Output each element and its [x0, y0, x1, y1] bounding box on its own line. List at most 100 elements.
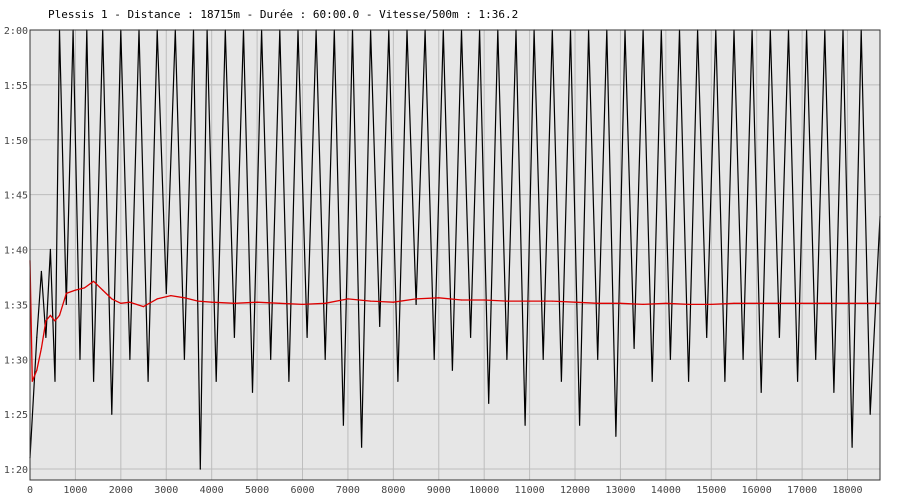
x-tick-label: 12000 [560, 485, 590, 496]
pace-point [633, 347, 635, 349]
series-layer [29, 29, 881, 470]
average-point [183, 297, 185, 299]
pace-point [688, 380, 690, 382]
x-tick-label: 8000 [381, 485, 405, 496]
x-tick-label: 15000 [696, 485, 726, 496]
pace-point [49, 248, 52, 251]
average-point [529, 300, 531, 302]
average-point [211, 301, 213, 303]
average-point [710, 303, 712, 305]
average-point [483, 299, 485, 301]
pace-point [579, 424, 581, 426]
pace-point [742, 358, 744, 360]
average-point [279, 302, 281, 304]
y-tick-label: 2:00 [4, 26, 28, 37]
pace-point [778, 336, 781, 338]
average-point [619, 302, 622, 304]
pace-point [36, 336, 38, 338]
x-tick-label: 14000 [651, 485, 681, 496]
average-point [36, 369, 38, 371]
average-point [597, 302, 599, 304]
pace-point [669, 358, 672, 360]
pace-point [833, 391, 835, 393]
average-point [370, 300, 372, 302]
x-tick-label: 3000 [154, 485, 178, 496]
average-point [54, 320, 56, 322]
average-point [93, 280, 95, 282]
pace-point [165, 292, 167, 294]
average-point [256, 301, 258, 303]
pace-point [651, 380, 653, 382]
average-point [120, 302, 122, 304]
tick-labels: 0 1000 2000 3000 4000 5000 6000 7000 8000 9000 100… [4, 26, 863, 496]
average-point [846, 302, 849, 304]
pace-point [542, 358, 544, 360]
pace-point [111, 413, 113, 415]
average-point [111, 298, 113, 300]
x-tick-label: 0 [27, 485, 33, 496]
x-tick-label: 16000 [742, 485, 772, 496]
average-point [460, 299, 463, 301]
y-tick-label: 1:55 [4, 81, 28, 92]
average-point [102, 289, 104, 291]
average-point [824, 302, 826, 304]
x-tick-label: 5000 [245, 485, 269, 496]
plot-frame [29, 29, 881, 481]
pace-point [560, 380, 563, 382]
pace-point [183, 358, 185, 360]
pace-point [506, 358, 508, 360]
pace-point [815, 358, 817, 360]
x-tick-label: 2000 [109, 485, 133, 496]
pace-point [597, 358, 599, 360]
pace-point [451, 369, 453, 371]
pace-point [324, 358, 326, 360]
average-series [29, 259, 881, 382]
average-point [40, 347, 43, 349]
pace-point [288, 380, 290, 382]
average-point [688, 303, 690, 305]
pace-point [342, 424, 344, 426]
pace-point [45, 336, 47, 338]
average-point [58, 314, 61, 316]
average-point [156, 298, 158, 300]
average-point [756, 302, 758, 304]
pace-point [397, 380, 399, 382]
pace-point [215, 380, 217, 382]
pace-point [470, 336, 472, 338]
average-point [31, 380, 33, 382]
average-point [74, 289, 76, 291]
average-point [65, 292, 67, 294]
pace-point [147, 380, 149, 382]
average-point [733, 302, 735, 304]
y-tick-label: 1:40 [4, 246, 28, 257]
average-point [574, 301, 576, 303]
pace-point [251, 391, 254, 393]
x-tick-label: 9000 [427, 485, 451, 496]
pace-point [433, 358, 435, 360]
pace-point [488, 402, 490, 404]
pace-point [869, 413, 871, 415]
x-tick-label: 11000 [515, 485, 545, 496]
pace-point [54, 380, 56, 382]
pace-point [706, 336, 708, 338]
pace-point [724, 380, 726, 382]
average-point [506, 300, 508, 302]
x-tick-label: 10000 [469, 485, 499, 496]
y-tick-label: 1:35 [4, 300, 28, 311]
pace-point [760, 391, 762, 393]
average-point [197, 300, 199, 302]
average-point [438, 297, 440, 299]
average-point [665, 302, 667, 304]
pace-point [65, 303, 67, 305]
pace-point [797, 380, 799, 382]
x-tick-label: 18000 [832, 485, 862, 496]
average-point [301, 303, 304, 305]
x-tick-label: 4000 [200, 485, 224, 496]
average-point [49, 314, 52, 316]
pace-point [415, 303, 417, 305]
y-tick-label: 1:30 [4, 355, 28, 366]
average-point [45, 320, 47, 322]
x-tick-label: 7000 [336, 485, 360, 496]
pace-point [40, 270, 43, 273]
